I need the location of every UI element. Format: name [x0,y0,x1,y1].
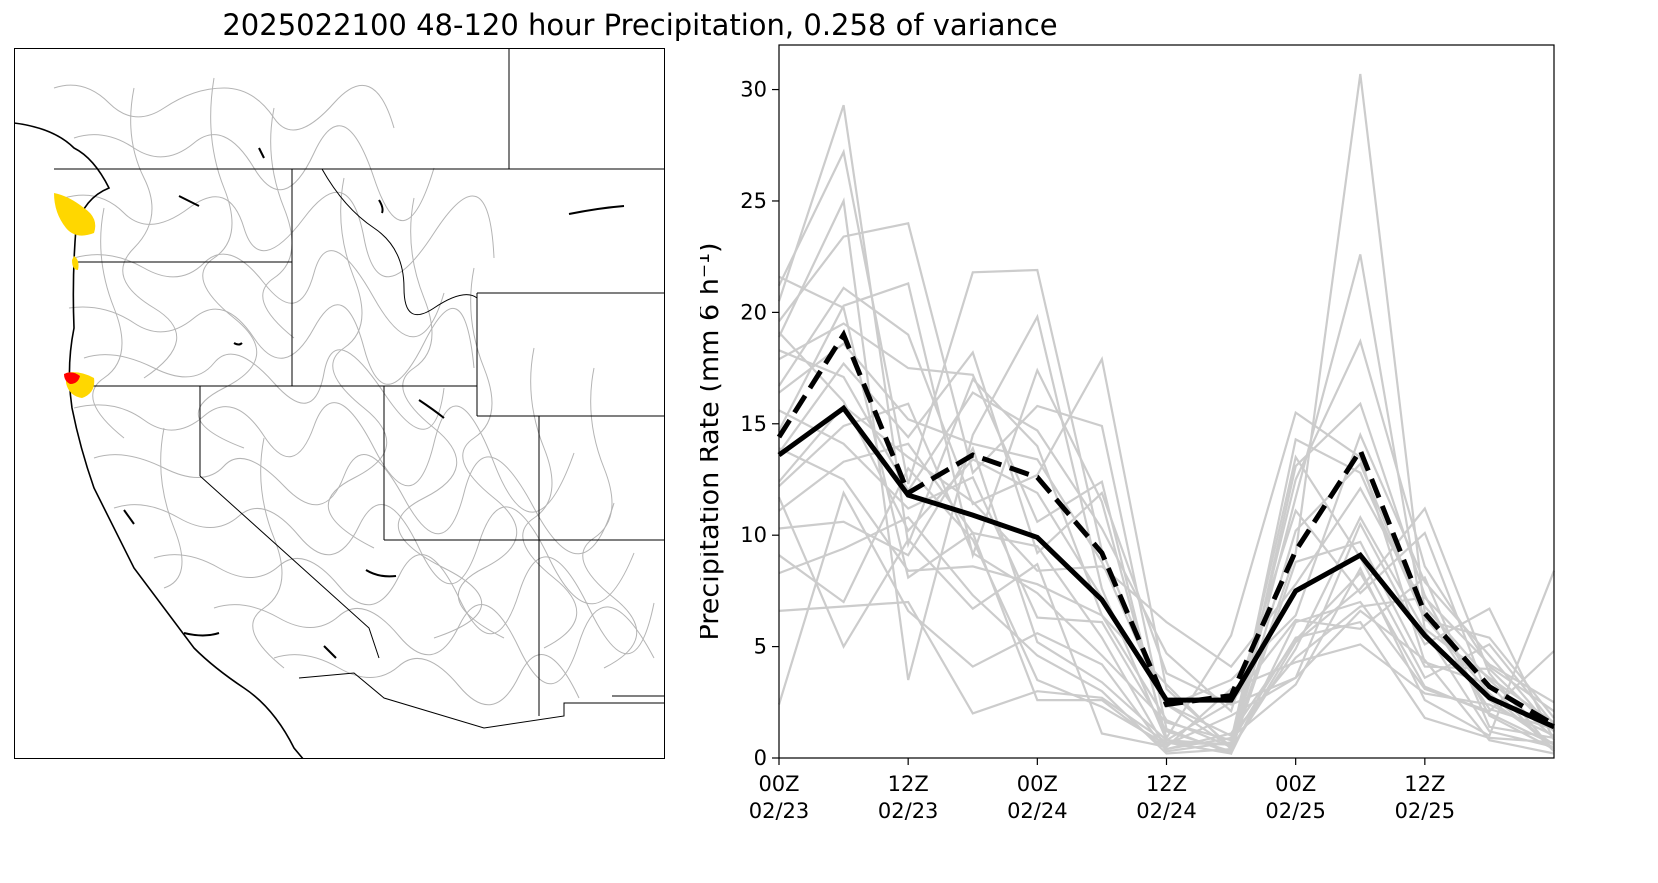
ensemble-member-line-21 [777,490,1555,753]
y-tick-label-5: 5 [754,635,767,659]
ensemble-member-line-15 [778,402,1555,742]
basin-map [14,48,665,759]
ensemble-member-line-23 [778,275,1556,751]
figure-title: 2025022100 48-120 hour Precipitation, 0.… [222,8,1058,42]
x-tick-label-time-0: 00Z [758,772,799,796]
ensemble-member-line-9 [778,350,1555,741]
ensemble-member-line-1 [777,73,1555,749]
ensemble-member-line-22 [778,600,1555,755]
y-tick-label-25: 25 [740,189,767,213]
x-tick-label-date-4: 02/25 [1265,799,1326,823]
x-tick-label-date-2: 02/24 [1007,799,1068,823]
x-tick-label-time-5: 12Z [1404,772,1445,796]
basin-outlines [53,77,655,706]
highlighted-basins [54,193,96,398]
chart-series [776,329,1556,730]
y-tick-label-20: 20 [740,300,767,324]
x-tick-label-date-1: 02/23 [878,799,939,823]
y-tick-label-30: 30 [740,78,767,102]
x-tick-label-date-5: 02/25 [1395,799,1456,823]
x-tick-label-date-0: 02/23 [749,799,810,823]
state-borders [54,48,664,729]
y-tick-label-10: 10 [740,523,767,547]
ensemble-member-line-5 [778,286,1555,749]
x-tick-label-time-2: 00Z [1017,772,1058,796]
x-ticks: 00Z 02/23 12Z 02/23 00Z 02/24 12Z 02/24 00Z 02/25… [749,758,1455,823]
ensemble-member-line-6 [778,281,1555,753]
y-axis-label: Precipitation Rate (mm 6 h⁻¹) [700,242,725,640]
y-tick-label-0: 0 [754,746,767,770]
y-ticks: 0 5 10 15 20 25 30 [740,78,779,770]
ensemble-member-line-4 [778,222,1555,755]
lakes [123,147,625,659]
ensemble-member-line-18 [778,466,1555,755]
ensemble-member-line-3 [778,197,1555,746]
y-tick-label-15: 15 [740,412,767,436]
precipitation-chart: 0 5 10 15 20 25 30 00Z 02/23 12Z 02/23 00Z 02/24 12Z… [700,44,1556,823]
x-tick-label-time-3: 12Z [1146,772,1187,796]
coastline [14,122,304,758]
ensemble-member-line-17 [778,447,1555,753]
ensemble-member-line-19 [778,515,1555,755]
ensemble-member-line-20 [777,496,1555,749]
x-tick-label-time-4: 00Z [1275,772,1316,796]
dashed-series-line [776,329,1556,727]
ensemble-members [777,73,1556,755]
x-tick-label-date-3: 02/24 [1136,799,1197,823]
ensemble-member-line-13 [778,409,1555,753]
ensemble-member-line-10 [778,404,1555,739]
x-tick-label-time-1: 12Z [888,772,929,796]
map-frame [14,48,665,759]
ensemble-member-line-16 [778,445,1555,742]
